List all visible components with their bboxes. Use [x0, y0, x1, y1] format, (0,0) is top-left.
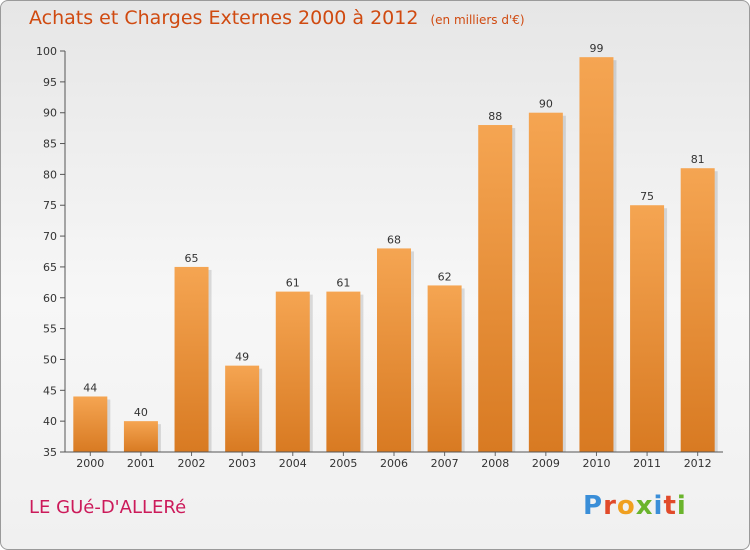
- chart-title-block: Achats et Charges Externes 2000 à 2012 (e…: [29, 7, 525, 29]
- y-tick-label: 70: [43, 230, 57, 243]
- data-label: 40: [134, 406, 148, 419]
- x-tick-label: 2006: [380, 457, 408, 470]
- chart-title: Achats et Charges Externes 2000 à 2012: [29, 7, 419, 29]
- x-tick-label: 2011: [633, 457, 661, 470]
- brand-letter: i: [676, 491, 687, 521]
- bar: [630, 205, 665, 452]
- x-tick-label: 2001: [127, 457, 155, 470]
- x-tick-label: 2010: [582, 457, 610, 470]
- y-tick-label: 50: [43, 353, 57, 366]
- bar: [326, 291, 361, 452]
- brand-letter: x: [635, 491, 654, 521]
- data-label: 88: [488, 110, 502, 123]
- y-tick-label: 55: [43, 323, 57, 336]
- data-label: 68: [387, 233, 401, 246]
- y-tick-label: 40: [43, 415, 57, 428]
- bar: [680, 168, 715, 452]
- bar: [225, 365, 260, 452]
- brand-letter: o: [616, 491, 636, 521]
- bar: [579, 57, 614, 453]
- brand-letter: r: [603, 491, 617, 521]
- bar: [73, 396, 108, 452]
- bar: [275, 291, 310, 452]
- x-tick-label: 2004: [279, 457, 307, 470]
- data-label: 75: [640, 190, 654, 203]
- x-tick-label: 2008: [481, 457, 509, 470]
- data-label: 81: [691, 153, 705, 166]
- data-label: 44: [83, 381, 97, 394]
- x-tick-label: 2000: [76, 457, 104, 470]
- chart-unit: (en milliers d'€): [430, 13, 525, 27]
- y-tick-label: 100: [36, 45, 57, 58]
- data-label: 62: [438, 270, 452, 283]
- y-tick-label: 35: [43, 446, 57, 459]
- bar: [377, 248, 411, 452]
- bar: [427, 285, 462, 452]
- brand-letter: i: [653, 491, 664, 521]
- data-label: 49: [235, 351, 249, 364]
- data-label: 61: [336, 277, 350, 290]
- y-tick-label: 85: [43, 138, 57, 151]
- brand-letter: t: [663, 491, 677, 521]
- bar: [123, 421, 158, 452]
- x-tick-label: 2007: [431, 457, 459, 470]
- x-tick-label: 2002: [178, 457, 206, 470]
- bar: [174, 266, 209, 452]
- commune-name: LE GUé-D'ALLERé: [29, 497, 187, 518]
- y-tick-label: 45: [43, 384, 57, 397]
- data-label: 61: [286, 277, 300, 290]
- proxiti-logo: Proxiti: [583, 491, 687, 521]
- y-tick-label: 60: [43, 292, 57, 305]
- y-tick-label: 65: [43, 261, 57, 274]
- bar: [478, 125, 513, 453]
- bar: [528, 112, 563, 452]
- y-tick-label: 90: [43, 107, 57, 120]
- data-label: 65: [185, 252, 199, 265]
- x-tick-label: 2005: [329, 457, 357, 470]
- y-tick-label: 75: [43, 199, 57, 212]
- y-tick-label: 95: [43, 76, 57, 89]
- brand-letter: P: [583, 491, 604, 521]
- data-label: 99: [589, 42, 603, 55]
- x-tick-label: 2003: [228, 457, 256, 470]
- x-tick-label: 2012: [684, 457, 712, 470]
- data-label: 90: [539, 98, 553, 111]
- x-tick-label: 2009: [532, 457, 560, 470]
- y-tick-label: 80: [43, 168, 57, 181]
